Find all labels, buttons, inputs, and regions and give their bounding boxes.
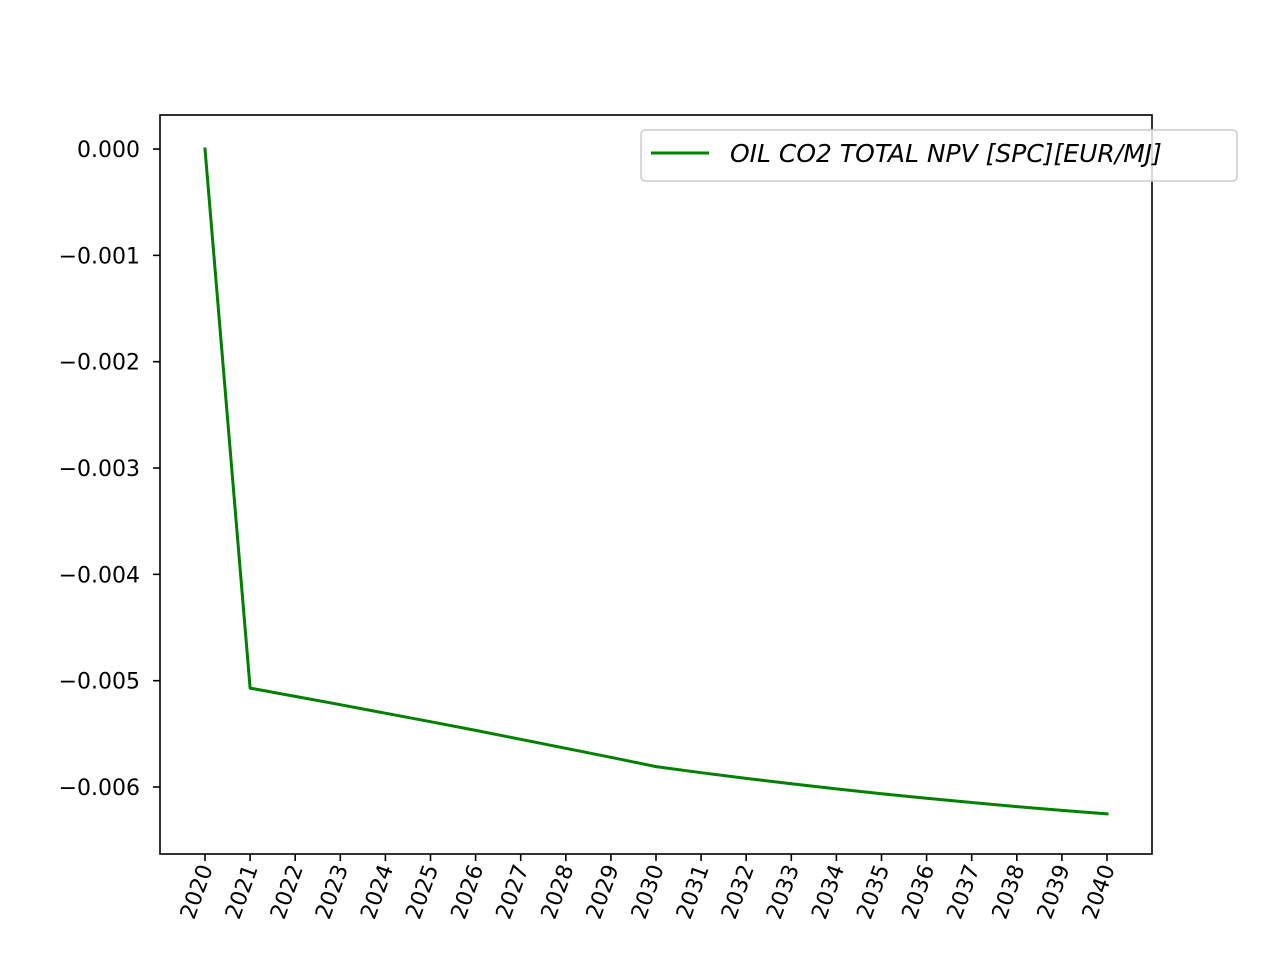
x-tick-label: 2040 [1078, 862, 1121, 923]
x-tick-label: 2038 [988, 862, 1031, 923]
y-axis: 0.000 −0.001 −0.002 −0.003 −0.004 −0.005 −0.00… [59, 138, 160, 801]
x-tick-label: 2025 [401, 862, 444, 923]
x-axis: 2020 2021 2022 2023 2024 2025 2026 2027 2028 2029… [176, 854, 1121, 923]
x-tick-label: 2035 [852, 862, 895, 923]
plot-area [160, 115, 1152, 854]
x-tick-label: 2031 [672, 862, 715, 923]
series-line-0 [203, 147, 1109, 816]
x-tick-label: 2023 [311, 862, 354, 923]
x-tick-label: 2020 [176, 862, 219, 923]
plot-frame [159, 114, 1153, 855]
x-tick-label: 2039 [1033, 862, 1076, 923]
y-tick-label: −0.002 [59, 351, 140, 376]
x-tick-label: 2030 [627, 862, 670, 923]
y-tick-label: −0.006 [59, 776, 140, 801]
x-tick-label: 2026 [447, 862, 490, 923]
x-tick-label: 2027 [492, 862, 535, 923]
x-tick-label: 2036 [898, 862, 941, 923]
series-group [203, 147, 1109, 816]
legend-series-label: OIL CO2 TOTAL NPV [SPC][EUR/MJ] [730, 139, 1162, 168]
x-tick-label: 2024 [356, 862, 399, 923]
y-tick-label: −0.005 [59, 670, 140, 695]
y-tick-label: −0.004 [59, 563, 140, 588]
legend: OIL CO2 TOTAL NPV [SPC][EUR/MJ] [640, 129, 1238, 182]
y-tick-label: −0.003 [59, 457, 140, 482]
x-tick-label: 2029 [582, 862, 625, 923]
x-tick-label: 2033 [762, 862, 805, 923]
x-tick-label: 2032 [717, 862, 760, 923]
y-tick-label: 0.000 [77, 138, 140, 163]
x-tick-label: 2022 [266, 862, 309, 923]
x-tick-label: 2021 [221, 862, 264, 923]
x-tick-label: 2037 [943, 862, 986, 923]
y-tick-label: −0.001 [59, 244, 140, 269]
x-tick-label: 2034 [807, 862, 850, 923]
x-tick-label: 2028 [537, 862, 580, 923]
legend-box [640, 129, 1238, 182]
